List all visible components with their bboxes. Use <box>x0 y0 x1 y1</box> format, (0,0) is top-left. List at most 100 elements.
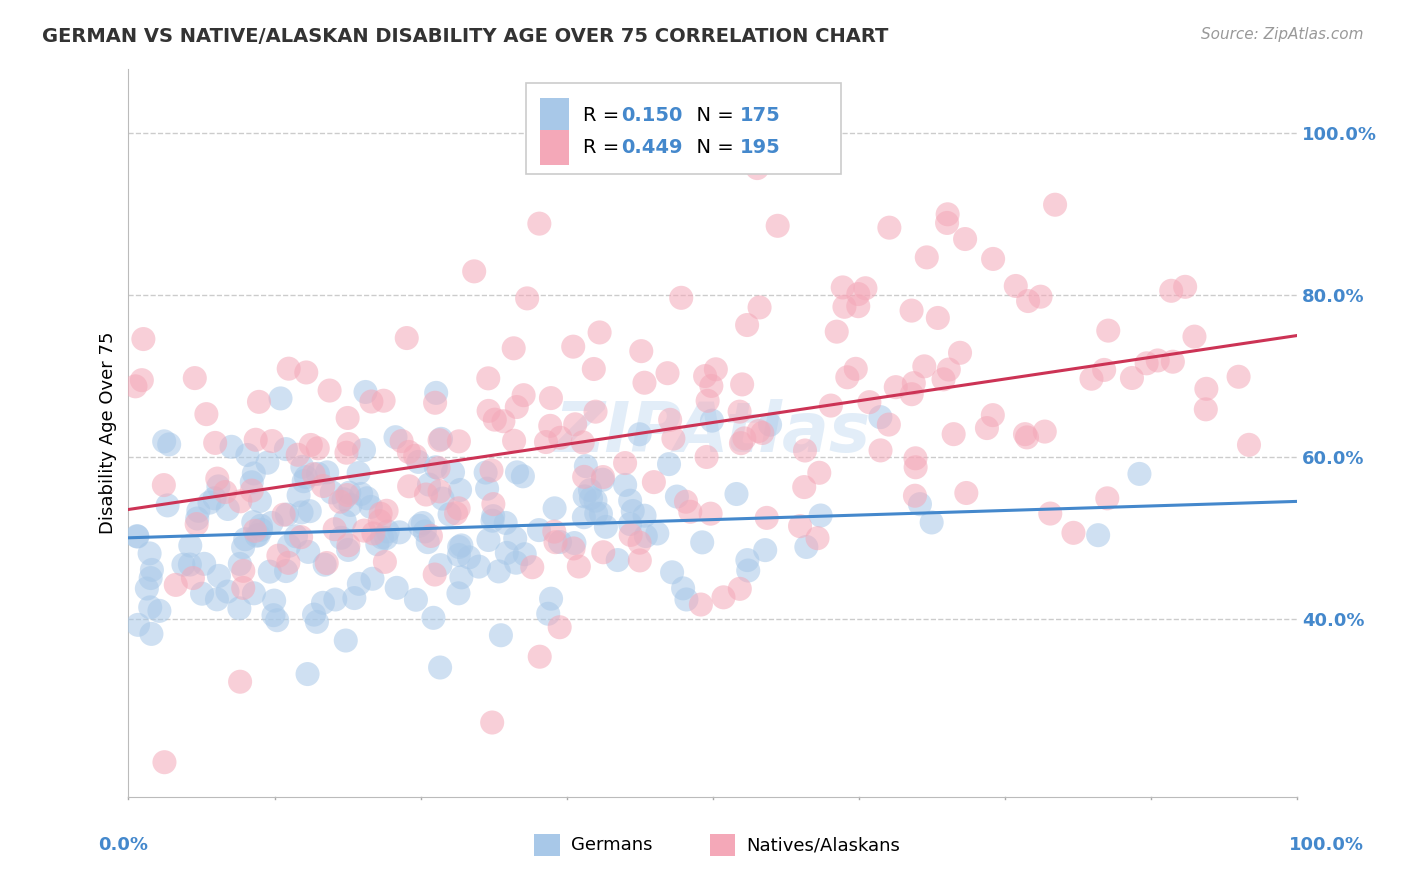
Point <box>766 219 789 233</box>
Point <box>869 410 891 425</box>
Point <box>696 450 718 464</box>
Point <box>361 572 384 586</box>
Point <box>221 440 243 454</box>
Point <box>733 431 755 445</box>
Point <box>695 369 717 384</box>
Point <box>595 520 617 534</box>
Point <box>942 427 965 442</box>
Point <box>388 525 411 540</box>
Point <box>217 584 239 599</box>
Point <box>274 442 297 456</box>
Point <box>936 216 959 230</box>
Point <box>278 539 301 553</box>
Point <box>321 485 343 500</box>
Point <box>806 531 828 545</box>
Point <box>141 563 163 577</box>
Point <box>1092 363 1115 377</box>
Point <box>232 564 254 578</box>
Point <box>657 366 679 380</box>
Point <box>529 649 551 664</box>
Point <box>1146 353 1168 368</box>
Point <box>292 474 315 488</box>
Point <box>447 548 470 562</box>
Point <box>449 483 471 497</box>
Point <box>314 558 336 572</box>
Point <box>138 546 160 560</box>
Point <box>548 620 571 634</box>
Point <box>537 607 560 621</box>
Point <box>748 424 770 438</box>
Point <box>661 566 683 580</box>
Point <box>228 601 250 615</box>
Point <box>371 531 394 545</box>
Point <box>588 326 610 340</box>
Point <box>337 485 360 500</box>
Point <box>412 516 434 530</box>
Point <box>981 252 1004 266</box>
Point <box>619 493 641 508</box>
Point <box>481 514 503 528</box>
Point <box>1237 438 1260 452</box>
Point <box>572 470 595 484</box>
Point <box>270 392 292 406</box>
Point <box>375 504 398 518</box>
Point <box>242 515 264 529</box>
Point <box>458 550 481 565</box>
Point <box>450 538 472 552</box>
Point <box>900 303 922 318</box>
Point <box>495 546 517 560</box>
Point <box>337 437 360 451</box>
Point <box>845 362 868 376</box>
Point <box>1033 425 1056 439</box>
Point <box>512 388 534 402</box>
Point <box>927 310 949 325</box>
Point <box>679 505 702 519</box>
Point <box>368 514 391 528</box>
Point <box>915 251 938 265</box>
Point <box>217 502 239 516</box>
Point <box>332 492 354 507</box>
Point <box>187 504 209 518</box>
Text: Natives/Alaskans: Natives/Alaskans <box>747 836 900 855</box>
Point <box>904 489 927 503</box>
Point <box>475 482 498 496</box>
Point <box>751 425 773 440</box>
Point <box>214 485 236 500</box>
Point <box>621 504 644 518</box>
Point <box>153 478 176 492</box>
Point <box>139 600 162 615</box>
Point <box>330 531 353 545</box>
Point <box>1015 430 1038 444</box>
Point <box>540 591 562 606</box>
Point <box>628 553 651 567</box>
Point <box>307 467 329 481</box>
Point <box>139 571 162 585</box>
Point <box>474 466 496 480</box>
Point <box>312 479 335 493</box>
Point <box>477 533 499 547</box>
Point <box>245 433 267 447</box>
Point <box>696 393 718 408</box>
Point <box>243 467 266 481</box>
Point <box>808 466 831 480</box>
Point <box>538 418 561 433</box>
Point <box>754 543 776 558</box>
Point <box>316 466 339 480</box>
Point <box>675 592 697 607</box>
Point <box>233 533 256 547</box>
Point <box>263 608 285 623</box>
Point <box>737 564 759 578</box>
Point <box>728 582 751 596</box>
Point <box>232 581 254 595</box>
Point <box>1160 284 1182 298</box>
Point <box>204 436 226 450</box>
Point <box>366 537 388 551</box>
Point <box>240 475 263 490</box>
Point <box>1017 293 1039 308</box>
Point <box>503 532 526 546</box>
Point <box>249 494 271 508</box>
Point <box>728 404 751 418</box>
Point <box>900 387 922 401</box>
Point <box>207 472 229 486</box>
Text: 0.150: 0.150 <box>621 105 683 125</box>
